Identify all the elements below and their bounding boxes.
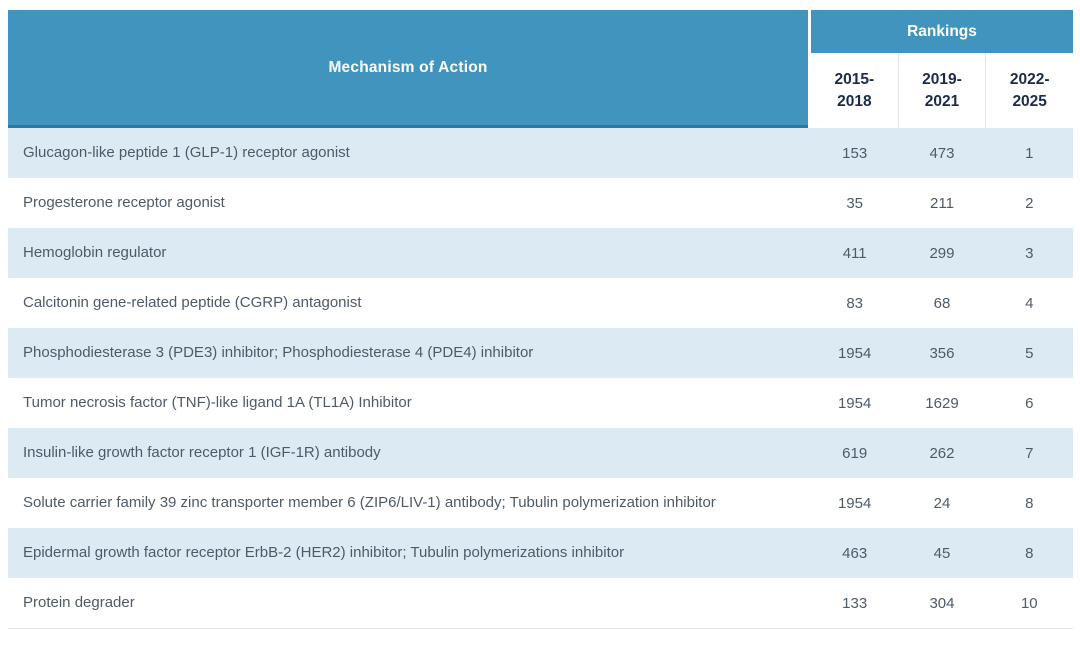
rank-cell-2019-2021: 45 [933, 544, 951, 562]
period-line: 2021 [924, 92, 960, 110]
mechanism-cell: Protein degrader [23, 594, 135, 611]
mechanism-cell: Glucagon-like peptide 1 (GLP-1) receptor… [23, 144, 350, 161]
mechanism-cell: Hemoglobin regulator [23, 244, 167, 261]
rank-cell-2015-2018: 35 [846, 194, 863, 212]
rankings-table: Mechanism of Action Rankings 2015- 2018 … [8, 10, 1073, 629]
mechanism-cell: Solute carrier family 39 zinc transporte… [23, 494, 716, 511]
rank-cell-2022-2025: 8 [1025, 544, 1034, 562]
rank-cell-2015-2018: 153 [842, 144, 868, 162]
mechanism-cell: Calcitonin gene-related peptide (CGRP) a… [23, 294, 362, 311]
table-row: Insulin-like growth factor receptor 1 (I… [8, 428, 1073, 478]
rank-cell-2015-2018: 133 [842, 594, 868, 612]
rankings-header-label: Rankings [907, 22, 977, 40]
table-row: Calcitonin gene-related peptide (CGRP) a… [8, 278, 1073, 328]
rankings-group-header: Rankings [811, 10, 1073, 53]
period-header-2019-2021: 2019- 2021 [897, 53, 986, 128]
period-line: 2015- [834, 70, 875, 88]
mechanism-cell: Epidermal growth factor receptor ErbB-2 … [23, 544, 625, 561]
rank-cell-2019-2021: 211 [930, 194, 954, 212]
period-line: 2019- [922, 70, 962, 88]
rank-cell-2022-2025: 4 [1025, 294, 1034, 312]
mechanism-column-header: Mechanism of Action [8, 10, 808, 128]
rank-cell-2022-2025: 6 [1025, 394, 1034, 412]
rank-cell-2019-2021: 1629 [925, 394, 959, 412]
rank-cell-2019-2021: 24 [933, 494, 951, 512]
period-line: 2022- [1009, 70, 1050, 88]
table-body: Glucagon-like peptide 1 (GLP-1) receptor… [8, 128, 1073, 628]
period-header-row: 2015- 2018 2019- 2021 2022- 2025 [811, 53, 1073, 128]
table-row: Progesterone receptor agonist 35 211 2 [8, 178, 1073, 228]
rank-cell-2015-2018: 1954 [837, 344, 872, 362]
table-header: Mechanism of Action Rankings 2015- 2018 … [8, 10, 1073, 128]
rank-cell-2022-2025: 3 [1025, 244, 1034, 262]
table-row: Tumor necrosis factor (TNF)-like ligand … [8, 378, 1073, 428]
rank-cell-2015-2018: 1954 [837, 394, 872, 412]
rank-cell-2022-2025: 5 [1025, 344, 1034, 362]
table-row: Epidermal growth factor receptor ErbB-2 … [8, 528, 1073, 578]
rank-cell-2022-2025: 2 [1025, 194, 1034, 212]
rank-cell-2019-2021: 473 [929, 144, 955, 162]
rank-cell-2015-2018: 83 [846, 294, 863, 312]
table-row: Hemoglobin regulator 411 299 3 [8, 228, 1073, 278]
period-line: 2025 [1012, 92, 1047, 110]
mechanism-cell: Progesterone receptor agonist [23, 194, 225, 211]
period-header-2015-2018: 2015- 2018 [811, 53, 898, 128]
rank-cell-2015-2018: 619 [842, 444, 868, 462]
mechanism-cell: Insulin-like growth factor receptor 1 (I… [23, 444, 381, 461]
period-line: 2018 [837, 92, 872, 110]
rankings-header-section: Rankings 2015- 2018 2019- 2021 2022- 202… [811, 10, 1073, 128]
mechanism-cell: Phosphodiesterase 3 (PDE3) inhibitor; Ph… [23, 344, 534, 361]
rank-cell-2019-2021: 68 [933, 294, 951, 312]
table-row: Glucagon-like peptide 1 (GLP-1) receptor… [8, 128, 1073, 178]
rank-cell-2019-2021: 299 [929, 244, 955, 262]
table-row: Protein degrader 133 304 10 [8, 578, 1073, 628]
rank-cell-2022-2025: 10 [1020, 594, 1038, 612]
mechanism-header-label: Mechanism of Action [328, 58, 488, 76]
rank-cell-2022-2025: 8 [1025, 494, 1034, 512]
rank-cell-2022-2025: 7 [1025, 444, 1034, 462]
rank-cell-2015-2018: 411 [842, 244, 867, 262]
rank-cell-2019-2021: 262 [929, 444, 955, 462]
table-row: Phosphodiesterase 3 (PDE3) inhibitor; Ph… [8, 328, 1073, 378]
mechanism-cell: Tumor necrosis factor (TNF)-like ligand … [23, 394, 412, 411]
rank-cell-2022-2025: 1 [1025, 144, 1034, 162]
table-row: Solute carrier family 39 zinc transporte… [8, 478, 1073, 528]
rank-cell-2015-2018: 463 [842, 544, 868, 562]
rank-cell-2015-2018: 1954 [837, 494, 872, 512]
rank-cell-2019-2021: 356 [929, 344, 955, 362]
rank-cell-2019-2021: 304 [929, 594, 955, 612]
period-header-2022-2025: 2022- 2025 [985, 53, 1073, 128]
